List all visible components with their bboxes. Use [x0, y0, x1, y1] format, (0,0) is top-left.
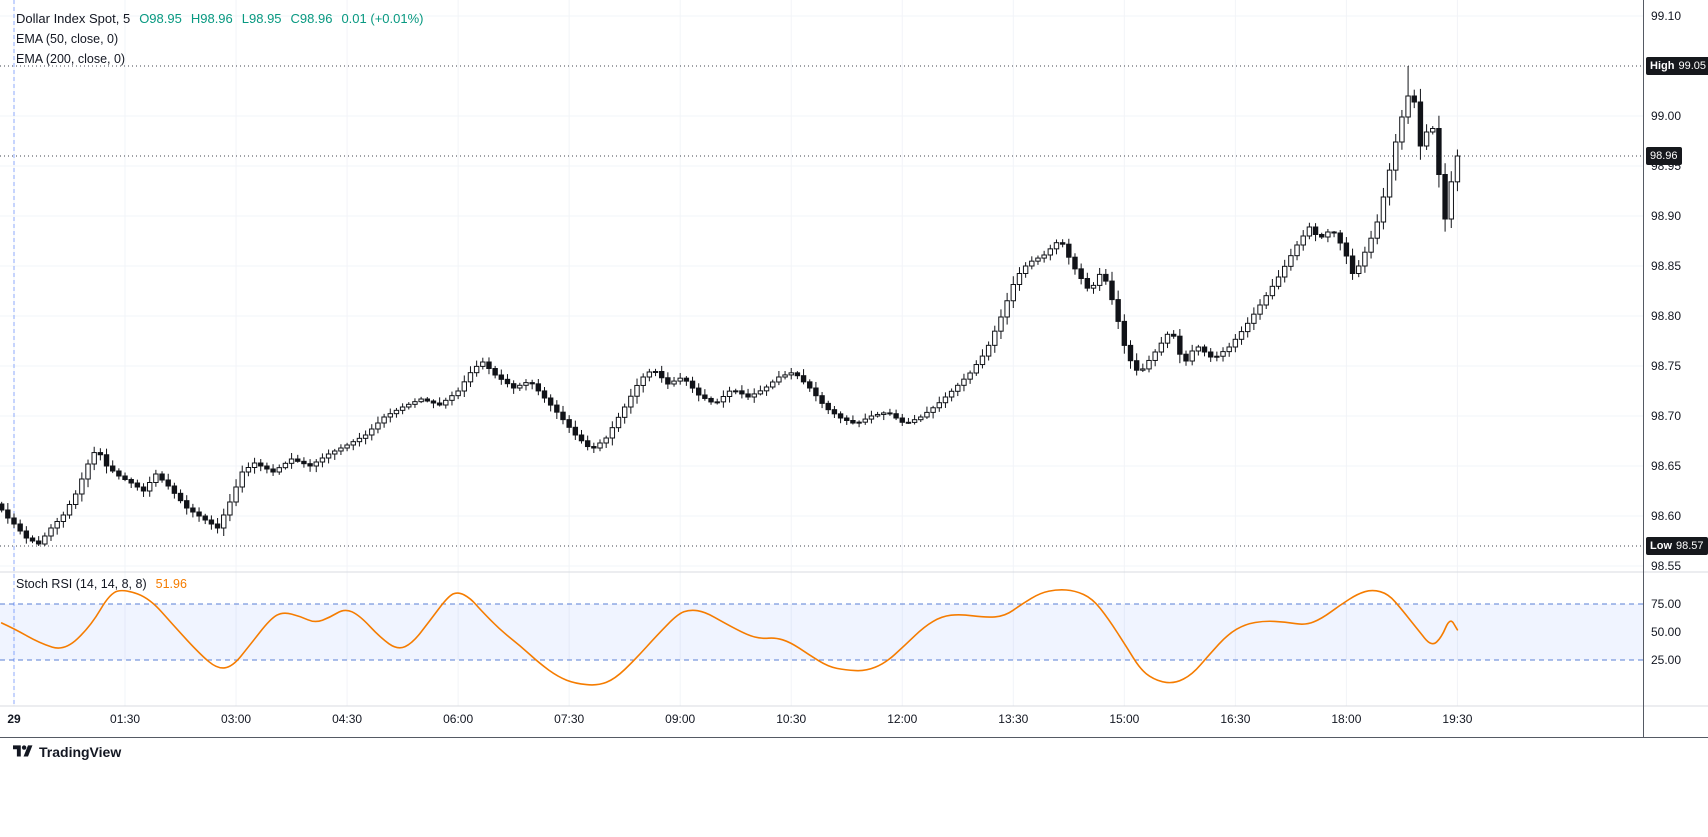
- price-axis-label: 98.70: [1651, 409, 1682, 423]
- low-price-badge-value: 98.57: [1676, 540, 1704, 552]
- price-axis-label: 98.65: [1651, 459, 1682, 473]
- stoch-rsi-title: Stoch RSI (14, 14, 8, 8): [16, 577, 147, 591]
- low-price-badge-word: Low: [1650, 540, 1672, 552]
- time-axis-label-session-start: 29: [7, 712, 21, 726]
- ohlc-change: 0.01 (+0.01%): [341, 11, 424, 26]
- time-axis-label: 19:30: [1442, 712, 1473, 726]
- symbol-title: Dollar Index Spot, 5: [16, 11, 131, 26]
- ema50-label: EMA (50, close, 0): [16, 32, 119, 46]
- time-axis-label: 04:30: [332, 712, 363, 726]
- ohlc-high: H98.96: [190, 11, 233, 26]
- stoch-axis-label: 50.00: [1651, 625, 1682, 639]
- symbol-legend: Dollar Index Spot, 5 O98.95 H98.96 L98.9…: [16, 8, 423, 69]
- time-axis-label: 03:00: [221, 712, 252, 726]
- tradingview-logo[interactable]: TradingView: [13, 744, 121, 760]
- time-axis-label: 13:30: [998, 712, 1029, 726]
- high-price-badge-value: 99.05: [1678, 60, 1706, 72]
- high-price-badge: High 99.05: [1646, 57, 1708, 75]
- high-price-badge-word: High: [1650, 60, 1675, 72]
- indicator-legend-ema50[interactable]: EMA (50, close, 0): [16, 29, 423, 49]
- price-axis-label: 99.00: [1651, 109, 1682, 123]
- symbol-legend-row[interactable]: Dollar Index Spot, 5 O98.95 H98.96 L98.9…: [16, 8, 423, 29]
- price-axis-label: 98.90: [1651, 209, 1682, 223]
- time-axis-label: 18:00: [1331, 712, 1362, 726]
- time-axis-label: 12:00: [887, 712, 918, 726]
- price-axis-label: 99.10: [1651, 9, 1682, 23]
- ohlc-close: C98.96: [290, 11, 333, 26]
- time-axis[interactable]: 29 01:30 03:00 04:30 06:00 07:30 09:00 10:30 12:…: [0, 706, 1708, 737]
- time-axis-label: 16:30: [1220, 712, 1251, 726]
- last-price-badge-value: 98.96: [1650, 150, 1678, 162]
- tradingview-logo-text: TradingView: [39, 744, 122, 760]
- time-axis-label: 06:00: [443, 712, 474, 726]
- last-price-badge: 98.96: [1646, 147, 1682, 165]
- ema200-label: EMA (200, close, 0): [16, 52, 126, 66]
- tradingview-logo-icon: [13, 745, 33, 757]
- price-axis-label: 98.75: [1651, 359, 1682, 373]
- price-axis[interactable]: 99.10 99.00 98.95 98.90 98.85 98.80 98.75 98.70…: [1644, 0, 1708, 737]
- time-axis-label: 09:00: [665, 712, 696, 726]
- stoch-axis-label: 25.00: [1651, 653, 1682, 667]
- ohlc-low: L98.95: [241, 11, 282, 26]
- stoch-axis-label: 75.00: [1651, 597, 1682, 611]
- time-axis-label: 01:30: [110, 712, 141, 726]
- ohlc-open: O98.95: [139, 11, 182, 26]
- price-axis-label: 98.80: [1651, 309, 1682, 323]
- time-axis-label: 15:00: [1109, 712, 1140, 726]
- price-axis-label: 98.60: [1651, 509, 1682, 523]
- indicator-legend-ema200[interactable]: EMA (200, close, 0): [16, 49, 423, 69]
- stoch-rsi-value: 51.96: [155, 577, 187, 591]
- time-axis-label: 07:30: [554, 712, 585, 726]
- price-axis-label: 98.85: [1651, 259, 1682, 273]
- price-axis-label: 98.55: [1651, 559, 1682, 573]
- time-axis-label: 10:30: [776, 712, 807, 726]
- low-price-badge: Low 98.57: [1646, 537, 1708, 555]
- stoch-rsi-legend[interactable]: Stoch RSI (14, 14, 8, 8) 51.96: [16, 577, 187, 591]
